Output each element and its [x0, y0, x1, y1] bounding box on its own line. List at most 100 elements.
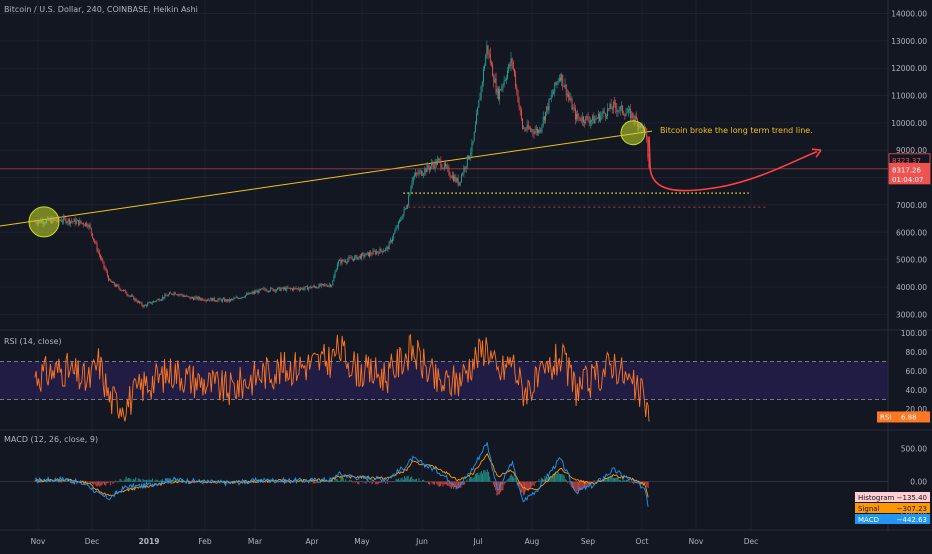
macd-histogram-bar [136, 481, 138, 482]
candle-body [491, 63, 492, 65]
macd-histogram-bar [252, 480, 254, 482]
macd-histogram-bar [575, 481, 577, 493]
candle-body [142, 305, 144, 307]
candle-body [232, 299, 234, 300]
macd-histogram-bar [476, 473, 478, 482]
candle-body [289, 287, 291, 289]
macd-histogram-bar [244, 481, 246, 483]
macd-histogram-bar [534, 481, 536, 484]
macd-histogram-bar [105, 481, 107, 486]
candle-body [585, 116, 587, 124]
macd-histogram-bar [314, 481, 316, 484]
macd-histogram-bar [362, 481, 364, 483]
candle-body [126, 293, 128, 295]
candle-body [461, 174, 463, 182]
macd-histogram-bar [41, 481, 43, 483]
candle-body [434, 161, 436, 169]
candle-body [180, 294, 182, 296]
candle-body [179, 294, 181, 296]
time-tick-label: 2019 [139, 537, 160, 546]
macd-histogram-bar [419, 480, 421, 482]
candle-body [177, 294, 178, 296]
macd-histogram-bar [628, 481, 630, 483]
macd-histogram-bar [346, 481, 348, 482]
candle-body [535, 128, 537, 131]
macd-histogram-bar [539, 481, 541, 482]
macd-histogram-bar [546, 477, 548, 482]
candle-body [346, 262, 348, 263]
candle-body [240, 297, 242, 299]
macd-histogram-bar [520, 481, 522, 494]
candle-body [514, 68, 515, 75]
candle-body [202, 298, 204, 301]
macd-histogram-bar [88, 481, 90, 483]
macd-histogram-bar [322, 479, 324, 482]
macd-histogram-bar [371, 481, 373, 485]
candle-body [607, 108, 609, 117]
macd-histogram-bar [273, 481, 275, 483]
candle-body [331, 285, 333, 287]
candle-body [150, 301, 152, 304]
macd-histogram-bar [460, 481, 462, 488]
candle-body [572, 107, 574, 110]
candle-body [473, 132, 475, 142]
candle-body [623, 113, 625, 115]
candle-body [321, 283, 323, 285]
candle-body [410, 186, 412, 194]
macd-histogram-bar [526, 481, 528, 490]
macd-tick-label: 500.00 [901, 445, 927, 454]
candle-body [264, 288, 266, 290]
candle-body [317, 287, 319, 289]
candle-body [318, 284, 320, 289]
macd-tag-value: −442.63 [897, 516, 927, 524]
macd-histogram-bar [554, 473, 556, 482]
macd-histogram-bar [508, 478, 510, 482]
macd-histogram-bar [96, 481, 98, 487]
candle-body [601, 113, 603, 116]
macd-histogram-bar [69, 481, 71, 483]
macd-histogram-bar [446, 481, 448, 485]
candle-body [548, 98, 550, 111]
macd-histogram-bar [614, 478, 616, 482]
macd-histogram-bar [484, 469, 486, 482]
candle-body [257, 290, 259, 293]
candle-body [378, 252, 380, 254]
price-tick-label: 14000.00 [891, 9, 927, 18]
rsi-tag-name: RSI [880, 413, 891, 421]
candle-body [457, 178, 459, 186]
candle-body [275, 289, 277, 292]
macd-histogram-bar [333, 481, 335, 482]
macd-histogram-bar [627, 479, 629, 482]
candle-body [413, 175, 415, 177]
candle-body [537, 128, 538, 133]
candle-body [280, 288, 282, 291]
candle-body [563, 86, 565, 87]
candle-body [97, 250, 99, 252]
macd-histogram-bar [440, 481, 442, 486]
candle-body [415, 172, 417, 176]
macd-histogram-bar [332, 480, 334, 482]
candle-body [576, 113, 578, 120]
candle-body [595, 118, 597, 120]
macd-histogram-bar [605, 479, 607, 482]
candle-body [615, 103, 617, 108]
candle-body [369, 252, 371, 257]
macd-histogram-bar [465, 480, 467, 482]
candle-body [505, 78, 507, 80]
macd-histogram-bar [478, 475, 480, 482]
macd-histogram-bar [65, 480, 67, 482]
macd-histogram-bar [83, 481, 85, 483]
macd-histogram-bar [471, 476, 473, 482]
candle-body [192, 297, 193, 299]
candle-body [564, 84, 566, 87]
candle-body [603, 110, 605, 114]
candle-body [587, 116, 589, 121]
candle-body [157, 299, 159, 300]
macd-histogram-bar [358, 481, 360, 485]
candle-body [350, 257, 352, 259]
candle-body [525, 129, 527, 131]
macd-histogram-bar [92, 481, 94, 484]
macd-histogram-bar [316, 481, 318, 483]
